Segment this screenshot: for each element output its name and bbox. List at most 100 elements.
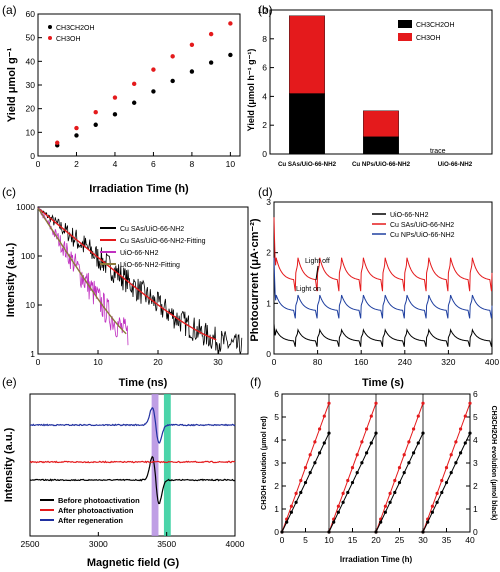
panel-c-frame xyxy=(37,206,249,355)
series-line xyxy=(37,206,243,355)
x-axis-label: Irradiation Time (h) xyxy=(340,555,413,564)
y-right-tick-label: 4 xyxy=(473,435,478,445)
y-axis-label: Photocurrent (μA·cm⁻²) xyxy=(249,218,261,341)
y-tick-label: 10 xyxy=(26,127,36,137)
legend-label: After regeneration xyxy=(58,516,123,525)
data-point xyxy=(74,133,79,138)
panel-d-label: (d) xyxy=(258,185,273,199)
x-tick-label: 80 xyxy=(313,357,323,367)
y-tick-label: 0 xyxy=(266,349,271,359)
x-tick-label: 10 xyxy=(93,357,103,367)
series-line xyxy=(328,403,377,533)
y-right-tick-label: 5 xyxy=(473,412,478,422)
y-right-tick-label: 3 xyxy=(473,458,478,468)
y-tick-label: 2 xyxy=(262,120,267,130)
x-tick-label: 25 xyxy=(395,535,405,545)
series-line xyxy=(281,432,330,533)
y-tick-label: 20 xyxy=(26,104,36,114)
legend-label: Before photoactivation xyxy=(58,496,140,505)
y-tick-label: 3 xyxy=(274,458,279,468)
data-point xyxy=(189,69,195,74)
series-line xyxy=(273,323,493,347)
data-point xyxy=(228,21,233,26)
y-axis-label: Yield (μmol h⁻¹ g⁻¹) xyxy=(246,49,256,132)
x-tick-label: 240 xyxy=(398,357,412,367)
y-right-tick-label: 0 xyxy=(473,527,478,537)
panel-a-legend: CH3CH2OH CH3OH xyxy=(48,25,95,43)
legend-label: UiO-66-NH2-Fitting xyxy=(120,262,180,269)
y-tick-label: 6 xyxy=(262,63,267,73)
y-tick-label: 100 xyxy=(21,251,35,261)
x-tick-label: 8 xyxy=(190,159,195,169)
panel-d-data xyxy=(273,217,493,347)
x-tick-label: 0 xyxy=(36,357,41,367)
x-tick-label: 15 xyxy=(348,535,358,545)
x-axis-label: Magnetic field (G) xyxy=(87,557,180,569)
x-tick-label: Cu NPs/UiO-66-NH2 xyxy=(352,161,411,168)
y-tick-label: 40 xyxy=(26,56,36,66)
legend-label: Cu SAs/UiO-66-NH2 xyxy=(120,226,184,233)
series-line xyxy=(375,432,424,533)
y-tick-label: 0 xyxy=(30,151,35,161)
x-tick-label: 2 xyxy=(74,159,79,169)
x-axis-label: Time (s) xyxy=(362,377,404,389)
highlight-band xyxy=(151,394,159,536)
legend-swatch xyxy=(398,33,412,41)
data-point xyxy=(151,67,156,72)
data-point xyxy=(131,81,137,87)
panel-e-data xyxy=(29,406,236,505)
y-tick-label: 6 xyxy=(274,389,279,399)
panel-f-data xyxy=(280,394,472,534)
legend-label: Cu NPs/UiO-66-NH2 xyxy=(390,232,455,239)
panel-d-ticks: 0 80 160 240 320 400 0 1 2 3 xyxy=(266,197,499,367)
y-tick-label: 4 xyxy=(274,435,279,445)
panel-b-label: (b) xyxy=(258,3,273,17)
panel-e-label: (e) xyxy=(2,375,17,389)
x-tick-label: 0 xyxy=(280,535,285,545)
data-point xyxy=(170,78,175,84)
x-tick-label: 0 xyxy=(36,159,41,169)
y-tick-label: 50 xyxy=(26,33,36,43)
series-line xyxy=(29,455,236,505)
x-tick-label: 20 xyxy=(371,535,381,545)
panel-a-data xyxy=(55,21,233,148)
legend-label: CH3OH xyxy=(416,35,441,42)
y-tick-label: 3 xyxy=(266,197,271,207)
panel-c-legend: Cu SAs/UiO-66-NH2 Cu SAs/UiO-66-NH2-Fitti… xyxy=(100,226,206,269)
x-tick-label: 30 xyxy=(418,535,428,545)
x-tick-label: 4000 xyxy=(226,539,245,549)
x-tick-label: Cu SAs/UiO-66-NH2 xyxy=(278,161,337,168)
y-tick-label: 2 xyxy=(274,481,279,491)
series-line xyxy=(273,217,493,292)
data-point xyxy=(170,54,175,59)
data-point xyxy=(131,100,137,105)
x-tick-label: 10 xyxy=(226,159,236,169)
x-tick-label: 6 xyxy=(151,159,156,169)
panel-c-data xyxy=(37,206,243,355)
y-tick-label: 1 xyxy=(266,298,271,308)
panel-f: (f) 0 5 10 15 20 25 30 35 400 01 12 23 34 45 56 6 Irrad… xyxy=(250,375,497,564)
y-tick-label: 1000 xyxy=(16,202,35,212)
x-tick-label: 35 xyxy=(442,535,452,545)
panel-e: (e) 2500 3000 3500 4000 Before photoactivat… xyxy=(2,375,245,569)
panel-f-ticks: 0 5 10 15 20 25 30 35 400 01 12 23 34 45 56 6 xyxy=(274,389,478,545)
panel-d: (d) 0 80 160 240 320 400 0 1 2 3 UiO-66-NH2 Cu SAs… xyxy=(249,185,499,389)
y-right-tick-label: 1 xyxy=(473,504,478,514)
y-right-tick-label: 6 xyxy=(473,389,478,399)
series-line xyxy=(37,207,129,346)
legend-label: CH3CH2OH xyxy=(416,22,455,29)
y-tick-label: 10 xyxy=(258,5,268,15)
panel-c-label: (c) xyxy=(2,185,16,199)
x-tick-label: 3500 xyxy=(157,539,176,549)
legend-swatch xyxy=(398,20,412,28)
x-axis-label: Time (ns) xyxy=(119,377,168,389)
panel-e-frame xyxy=(29,393,236,537)
y-tick-label: 0 xyxy=(262,149,267,159)
x-tick-label: 400 xyxy=(485,357,499,367)
series-line xyxy=(29,460,236,464)
x-tick-label: 20 xyxy=(153,357,163,367)
y-tick-label: 1 xyxy=(30,349,35,359)
panel-b: (b) 0 2 4 6 8 10 Cu SAs/UiO-66-NH2 Cu NPs/UiO-6… xyxy=(246,3,493,168)
legend-label: After photoactivation xyxy=(58,506,134,515)
